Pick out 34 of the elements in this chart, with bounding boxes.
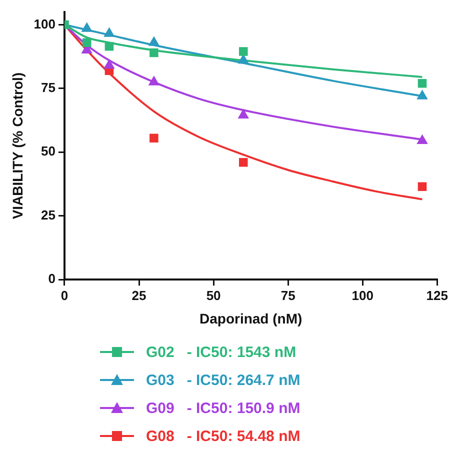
point <box>148 36 160 46</box>
point <box>418 182 427 191</box>
x-tick-label: 125 <box>426 288 448 303</box>
x-tick-label: 75 <box>280 288 296 303</box>
x-tick-label: 50 <box>206 288 221 303</box>
y-tick-label: 50 <box>41 144 56 159</box>
y-tick-label: 100 <box>34 16 56 32</box>
point <box>82 38 92 47</box>
point <box>416 134 428 144</box>
x-tick-label: 0 <box>60 288 68 303</box>
point <box>148 76 160 86</box>
y-axis-title: VIABILITY (% Control) <box>9 72 26 220</box>
y-tick-label: 25 <box>41 207 56 222</box>
x-tick-label: 25 <box>132 288 146 303</box>
point <box>416 90 428 100</box>
y-tick-label: 0 <box>48 271 56 286</box>
x-axis-title: Daporinad (nM) <box>199 310 302 326</box>
y-tick-label: 75 <box>41 80 56 96</box>
point <box>238 158 248 167</box>
point <box>150 134 158 143</box>
legend-label: G08 - IC50: 54.48 nM <box>146 428 300 444</box>
legend-label: G03 - IC50: 264.7 nM <box>146 372 300 388</box>
point <box>82 22 92 32</box>
point <box>238 54 249 64</box>
point <box>238 109 249 118</box>
point <box>104 28 114 37</box>
point <box>104 42 114 51</box>
point <box>104 60 114 69</box>
x-tick-label: 100 <box>352 288 374 303</box>
point <box>150 48 158 58</box>
point <box>418 78 427 88</box>
legend-label: G02 - IC50: 1543 nM <box>146 344 296 360</box>
legend-label: G09 - IC50: 150.9 nM <box>146 400 300 416</box>
point <box>238 47 248 56</box>
